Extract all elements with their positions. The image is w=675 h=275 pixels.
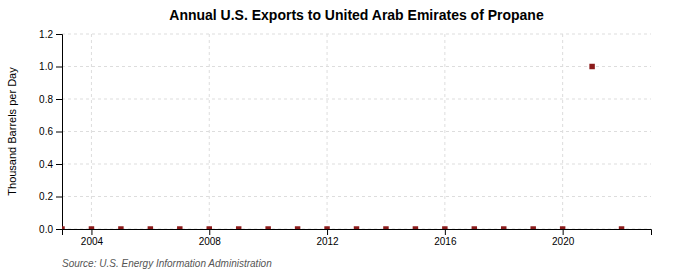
y-tick-label: 0.0 bbox=[39, 224, 53, 235]
point bbox=[62, 226, 65, 229]
y-tick: 0.8 bbox=[39, 94, 62, 105]
point bbox=[442, 226, 447, 229]
y-tick-mark bbox=[56, 197, 62, 198]
y-tick-mark bbox=[56, 34, 62, 35]
y-tick-mark bbox=[56, 99, 62, 100]
x-tick-label: 2008 bbox=[199, 236, 222, 247]
y-tick: 1.2 bbox=[39, 29, 62, 40]
plot: 2004 2008 2012 2016 2020 0.0 0.2 0.4 0.6 0.8 1.0 1.… bbox=[39, 29, 651, 247]
point bbox=[530, 226, 535, 229]
x-tick-label: 2020 bbox=[552, 236, 575, 247]
y-tick: 0.4 bbox=[39, 159, 62, 170]
point bbox=[589, 64, 594, 69]
annotation: Source: U.S. Energy Information Administ… bbox=[62, 258, 272, 269]
y-tick-label: 1.2 bbox=[39, 29, 53, 40]
x-tick: 2008 bbox=[199, 229, 222, 247]
point bbox=[413, 226, 418, 229]
point bbox=[177, 226, 182, 229]
y-tick-label: 0.6 bbox=[39, 126, 53, 137]
x-tick-mark bbox=[209, 229, 210, 235]
y-tick: 0.2 bbox=[39, 191, 62, 202]
point bbox=[324, 226, 329, 229]
x-tick: 2020 bbox=[552, 229, 575, 247]
point bbox=[383, 226, 388, 229]
grid-line-y bbox=[62, 66, 651, 67]
y-tick: 1.0 bbox=[39, 61, 62, 72]
grid-line-y bbox=[62, 196, 651, 197]
point bbox=[501, 226, 506, 229]
point bbox=[619, 226, 624, 229]
y-tick: 0.6 bbox=[39, 126, 62, 137]
grid-line-y bbox=[62, 164, 651, 165]
x-axis-line bbox=[63, 230, 652, 236]
x-tick-mark bbox=[563, 229, 564, 235]
x-tick: 2004 bbox=[81, 229, 104, 247]
x-tick-label: 2004 bbox=[81, 236, 104, 247]
y-tick-mark bbox=[56, 132, 62, 133]
x-axis: 2004 2008 2012 2016 2020 bbox=[63, 229, 652, 247]
grid-line-y bbox=[62, 131, 651, 132]
point bbox=[295, 226, 300, 229]
grid-line-x bbox=[91, 34, 92, 229]
grid-line-y bbox=[62, 99, 651, 100]
x-tick-mark bbox=[327, 229, 328, 235]
y-axis: 0.0 0.2 0.4 0.6 0.8 1.0 1.2 bbox=[39, 29, 62, 235]
chart: 2004 2008 2012 2016 2020 0.0 0.2 0.4 0.6 0.8 1.0 1.… bbox=[0, 0, 675, 275]
y-tick-mark bbox=[56, 67, 62, 68]
y-axis-title: Thousand Barrels per Day bbox=[6, 67, 18, 196]
x-tick: 2012 bbox=[316, 229, 339, 247]
y-tick-mark bbox=[56, 229, 62, 230]
y-axis-line bbox=[56, 35, 63, 230]
point bbox=[118, 226, 123, 229]
y-tick-label: 0.8 bbox=[39, 94, 53, 105]
grid-line-x bbox=[444, 34, 445, 229]
y-tick-label: 1.0 bbox=[39, 61, 53, 72]
point bbox=[560, 226, 565, 229]
point bbox=[354, 226, 359, 229]
y-tick: 0.0 bbox=[39, 224, 62, 235]
grid-line-y bbox=[62, 34, 651, 35]
point bbox=[207, 226, 212, 229]
x-tick: 2016 bbox=[434, 229, 457, 247]
grid bbox=[62, 34, 651, 229]
point bbox=[236, 226, 241, 229]
x-tick-label: 2012 bbox=[316, 236, 339, 247]
x-tick-mark bbox=[445, 229, 446, 235]
x-tick-label: 2016 bbox=[434, 236, 457, 247]
title: Annual U.S. Exports to United Arab Emira… bbox=[169, 7, 544, 23]
y-tick-label: 0.4 bbox=[39, 159, 53, 170]
points bbox=[62, 64, 624, 229]
y-tick-label: 0.2 bbox=[39, 191, 53, 202]
x-tick-mark bbox=[91, 229, 92, 235]
point bbox=[472, 226, 477, 229]
point bbox=[265, 226, 270, 229]
y-tick-mark bbox=[56, 164, 62, 165]
point bbox=[89, 226, 94, 229]
point bbox=[148, 226, 153, 229]
